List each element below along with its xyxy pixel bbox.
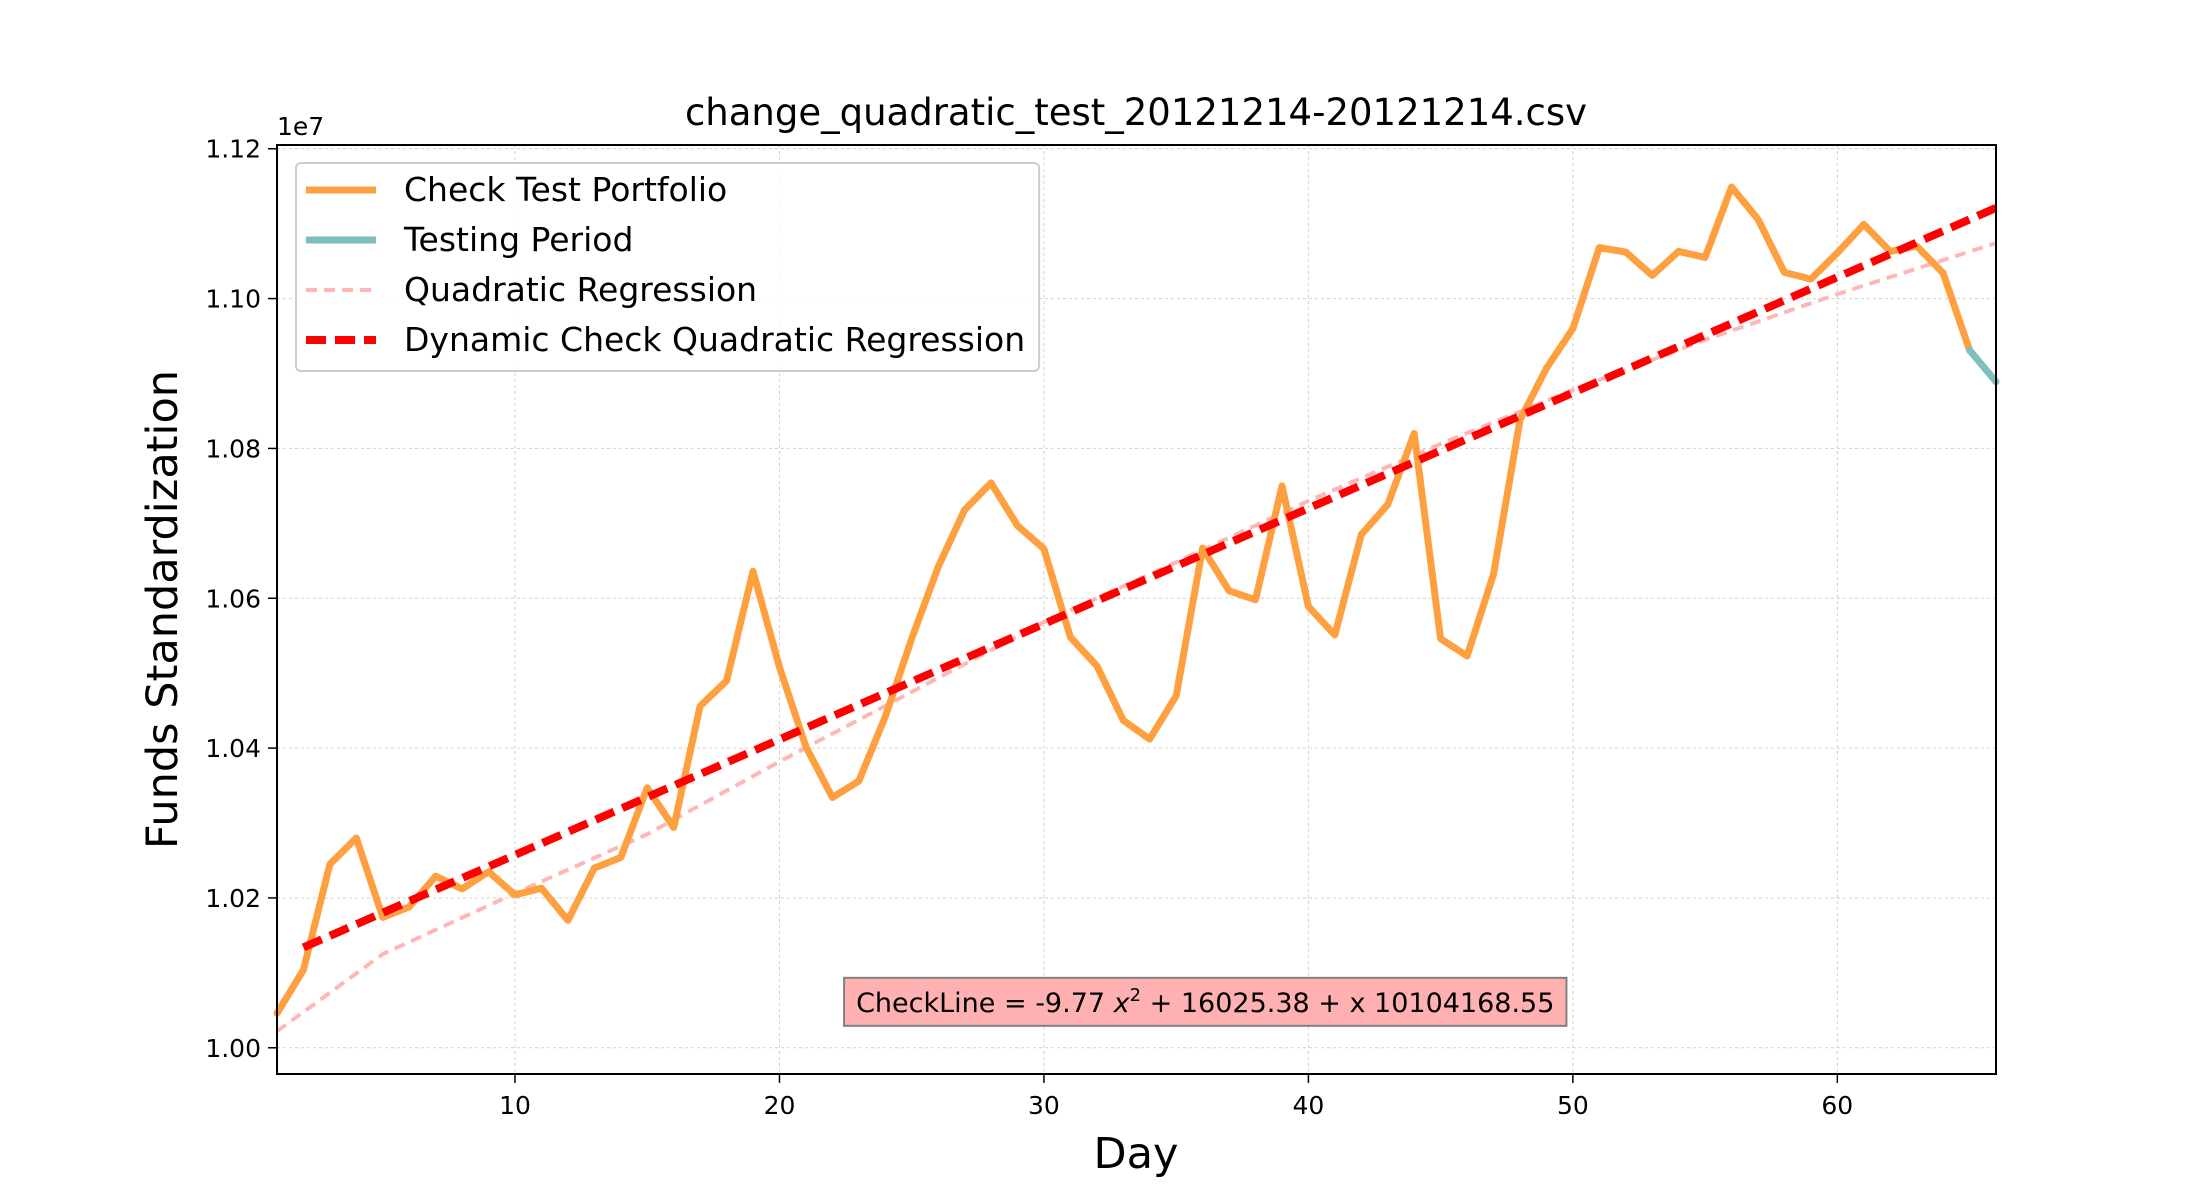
x-tick-label: 30 [1028,1091,1060,1120]
legend-label: Dynamic Check Quadratic Regression [404,320,1025,359]
regression-annotation: CheckLine = -9.77 x2 + 16025.38 + x 1010… [843,976,1568,1027]
legend: Check Test Portfolio Testing Period Quadra… [295,162,1041,372]
legend-label: Testing Period [403,220,633,259]
grid [277,145,1996,1074]
annotation-box [843,976,1568,1027]
chart-title: change_quadratic_test_20121214-20121214.… [685,91,1587,134]
annotation-exponent: 2 [1130,985,1141,1006]
x-tick-label: 40 [1292,1091,1324,1120]
y-tick-label: 1.00 [205,1034,261,1063]
x-tick-label: 20 [764,1091,796,1120]
annotation-suffix: + 16025.38 + x 10104168.55 [1141,988,1554,1019]
y-tick-label: 1.06 [205,584,261,613]
y-tick-label: 1.10 [205,285,261,314]
series-line-dynamic-check-quadratic-regression [301,204,1998,952]
x-tick-label: 60 [1821,1091,1853,1120]
tick-layer: 10 20 30 40 50 60 1.00 1.02 1.04 1.06 1.08 1.10 1.12 [205,135,1853,1120]
x-axis-label: Day [1094,1129,1179,1179]
y-axis-label: Funds Standardization [138,370,188,849]
annotation-prefix: CheckLine = -9.77 [856,988,1114,1019]
series-line-check-test-portfolio [273,183,1974,1017]
legend-items: Check Test Portfolio Testing Period Quadra… [306,170,1025,359]
y-tick-label: 1.08 [205,434,261,463]
y-offset-label: 1e7 [277,112,324,141]
series-layer [273,183,2000,1033]
series-line-testing-period [1966,346,2000,386]
legend-label: Quadratic Regression [404,270,757,309]
y-tick-label: 1.12 [205,135,261,164]
legend-box [295,162,1041,372]
y-tick-label: 1.02 [205,884,261,913]
y-tick-label: 1.04 [205,734,261,763]
x-tick-label: 50 [1557,1091,1589,1120]
x-tick-label: 10 [499,1091,531,1120]
plot-frame [276,144,1997,1075]
legend-label: Check Test Portfolio [404,170,727,209]
annotation-text: CheckLine = -9.77 x2 + 16025.38 + x 1010… [856,985,1554,1019]
annotation-variable: x [1113,988,1131,1019]
